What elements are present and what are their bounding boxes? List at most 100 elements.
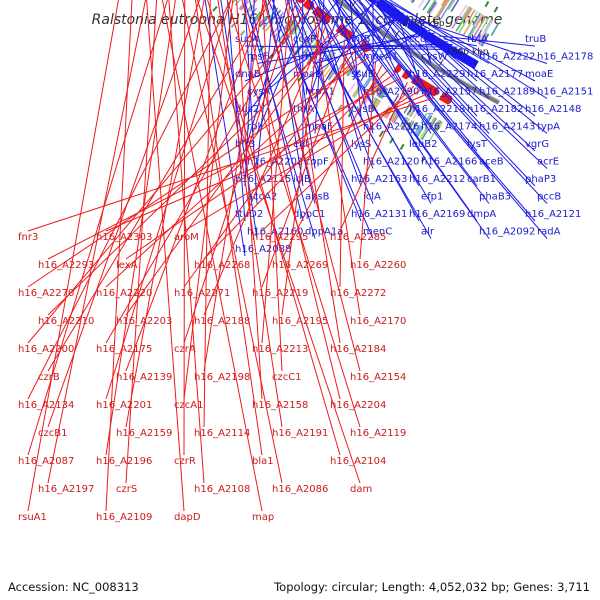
leader-line	[343, 0, 548, 239]
gene-class-bar	[434, 0, 444, 2]
gene-class-bar	[343, 63, 352, 75]
leader-line	[236, 0, 263, 400]
leader-line	[369, 0, 548, 169]
leader-line	[418, 41, 449, 47]
gene-class-bar	[400, 117, 409, 129]
leader-line	[332, 0, 490, 204]
leader-line	[183, 47, 358, 288]
gene-class-bar	[480, 33, 490, 47]
gene-label: h16_A2088	[235, 244, 291, 255]
leader-line	[261, 43, 351, 288]
gene-label: h16_A2272	[330, 288, 386, 299]
gene-class-bar	[483, 19, 493, 33]
gene-label: moaE	[525, 69, 553, 80]
gene-class-bar	[434, 5, 444, 19]
gene-label: dppC1	[293, 209, 325, 220]
leader-line	[412, 18, 548, 64]
gene-class-bar	[257, 15, 267, 27]
gene-label: czcC1	[272, 372, 302, 383]
gene-class-bar	[411, 0, 421, 4]
gene-class-bar	[450, 0, 460, 13]
gene-class-bar	[428, 116, 436, 129]
gene-label: thrA	[293, 104, 314, 115]
gene-label: h16_A2174	[421, 122, 477, 133]
gene-class-bar	[451, 16, 461, 30]
gene-label: h16_A2170	[350, 316, 406, 327]
gene-label: h16_A2204	[330, 400, 386, 411]
gene-class-bar	[364, 94, 372, 106]
leader-line	[182, 0, 283, 484]
leader-line	[105, 52, 364, 288]
leader-line	[319, 0, 478, 222]
gene-class-bar	[306, 36, 315, 47]
gene-class-bar	[403, 102, 412, 114]
gene-label: h16_A2087	[18, 456, 74, 467]
gene-label: h16_A2198	[194, 372, 250, 383]
leader-line	[383, 0, 536, 117]
gene-label: h16_A2260	[350, 260, 406, 271]
gene-class-bar	[478, 32, 487, 45]
gene-class-bar	[464, 7, 473, 21]
backbone-ring	[334, 0, 501, 105]
gene-class-bar	[252, 11, 262, 22]
leader-line	[47, 34, 339, 316]
gene-label: h16_A2119	[350, 428, 406, 439]
leader-line	[27, 0, 119, 512]
gene-label: h16_A2086	[272, 484, 328, 495]
leader-line	[370, 0, 478, 117]
gene-label: dmpA	[467, 209, 496, 220]
gene-class-bar	[427, 132, 435, 144]
gene-mark	[378, 131, 384, 138]
gene-label: h16_A2229	[409, 69, 465, 80]
gene-label: h16_A2175	[96, 344, 152, 355]
leader-line	[317, 0, 490, 239]
gene-label: h16_A2210	[38, 316, 94, 327]
gene-label: moaD	[293, 69, 323, 80]
leader-line	[105, 0, 176, 456]
gene-class-bar	[469, 11, 479, 24]
gene-class-bar	[407, 120, 415, 132]
gene-label: accA2	[247, 192, 277, 203]
gene-label: h16_A2151	[537, 87, 593, 98]
leader-line	[335, 0, 478, 187]
gene-label: h16_A2212	[409, 174, 465, 185]
gene-label: cysA	[247, 87, 271, 98]
gene-label: czrB	[38, 372, 60, 383]
gene-label: moeA1	[363, 52, 398, 63]
gene-label: ssuE	[351, 69, 374, 80]
gene-label: czcA1	[174, 400, 203, 411]
leader-line	[390, 3, 478, 82]
gene-class-bar	[461, 6, 471, 19]
leader-line	[317, 0, 362, 152]
gene-class-bar	[475, 14, 484, 28]
gene-label: h16_A2195	[272, 316, 328, 327]
leader-line	[256, 0, 275, 169]
gene-label: cysB	[351, 104, 375, 115]
leader-line	[281, 65, 383, 260]
gene-class-bar	[480, 17, 490, 31]
gene-label: h16_A2157	[421, 87, 477, 98]
leader-line	[244, 0, 258, 204]
gene-label: h16_A2158	[252, 400, 308, 411]
gene-label: h16_A2191	[272, 428, 328, 439]
leader-line	[196, 0, 361, 484]
gene-label: czrS	[116, 484, 137, 495]
gene-label: rpsF	[247, 52, 269, 63]
gene-label: h16_A2184	[330, 344, 386, 355]
leader-line	[286, 0, 374, 204]
gene-label: h16_A2114	[194, 428, 250, 439]
gene-class-bar	[413, 124, 421, 136]
gene-label: h16_A2109	[96, 512, 152, 523]
gene-label: h16_A2154	[350, 372, 406, 383]
gene-label: map	[252, 512, 274, 523]
gene-label: ttuD2	[235, 209, 263, 220]
gene-label: phaB3	[479, 192, 511, 203]
leader-line	[105, 0, 133, 512]
gene-class-bar	[239, 0, 250, 11]
leader-line	[183, 0, 234, 400]
gene-label: alr	[421, 227, 435, 238]
gene-mark	[337, 104, 343, 111]
leader-line	[220, 0, 258, 239]
gene-label: iclB	[293, 174, 311, 185]
